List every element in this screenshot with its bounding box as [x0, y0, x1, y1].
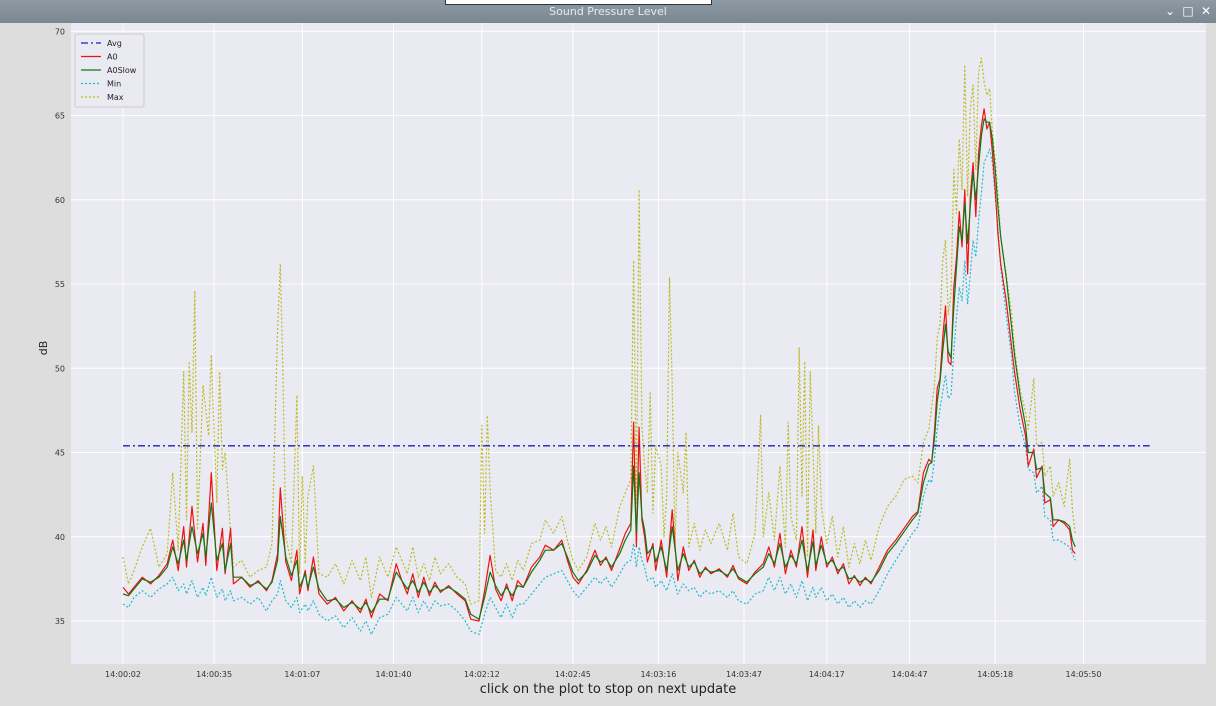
x-tick-label: 14:02:45 [555, 670, 591, 679]
x-tick-label: 14:02:12 [464, 670, 500, 679]
window-titlebar[interactable]: Sound Pressure Level ⌄ □ ✕ [0, 0, 1216, 23]
legend-box [74, 33, 145, 108]
series-line-a0slow [122, 118, 1076, 620]
y-tick-label: 45 [55, 449, 65, 458]
minimize-icon[interactable]: ⌄ [1164, 4, 1176, 18]
title-tab-indicator [445, 0, 712, 5]
y-tick-label: 55 [55, 280, 65, 289]
series-line-min [122, 148, 1076, 636]
series-layer [122, 57, 1150, 636]
y-tick-label: 35 [55, 617, 65, 626]
plot-area[interactable] [71, 23, 1206, 664]
x-tick-label: 14:04:17 [809, 670, 845, 679]
x-tick-label: 14:04:47 [892, 670, 928, 679]
x-tick-label: 14:00:02 [105, 670, 141, 679]
x-tick-label: 14:01:07 [284, 670, 320, 679]
x-tick-label: 14:03:16 [640, 670, 676, 679]
x-tick-label: 14:05:18 [977, 670, 1013, 679]
legend-label-a0slow: A0Slow [107, 66, 137, 75]
y-tick-label: 50 [55, 364, 65, 373]
x-tick-label: 14:03:47 [726, 670, 762, 679]
y-tick-label: 40 [55, 533, 65, 542]
y-tick-label: 70 [55, 27, 65, 36]
legend-label-a0: A0 [107, 53, 118, 62]
y-tick-label: 60 [55, 196, 65, 205]
x-tick-labels: 14:00:02 14:00:35 14:01:07 14:01:40 14:02:12… [105, 670, 1101, 679]
legend-label-avg: Avg [107, 39, 122, 48]
x-tick-label: 14:05:50 [1066, 670, 1102, 679]
y-axis-label: dB [37, 341, 50, 356]
x-tick-label: 14:00:35 [196, 670, 232, 679]
series-line-max [122, 57, 1076, 605]
x-tick-label: 14:01:40 [376, 670, 412, 679]
y-tick-label: 65 [55, 112, 65, 121]
legend-label-max: Max [107, 93, 124, 102]
legend: Avg A0 A0Slow Min Max [74, 33, 145, 108]
legend-label-min: Min [107, 80, 121, 89]
close-icon[interactable]: ✕ [1200, 4, 1212, 18]
plot-caption: click on the plot to stop on next update [479, 682, 737, 697]
maximize-icon[interactable]: □ [1182, 4, 1194, 18]
y-tick-labels: 35 40 45 50 55 60 65 70 [55, 27, 65, 626]
window-title: Sound Pressure Level [549, 5, 667, 18]
